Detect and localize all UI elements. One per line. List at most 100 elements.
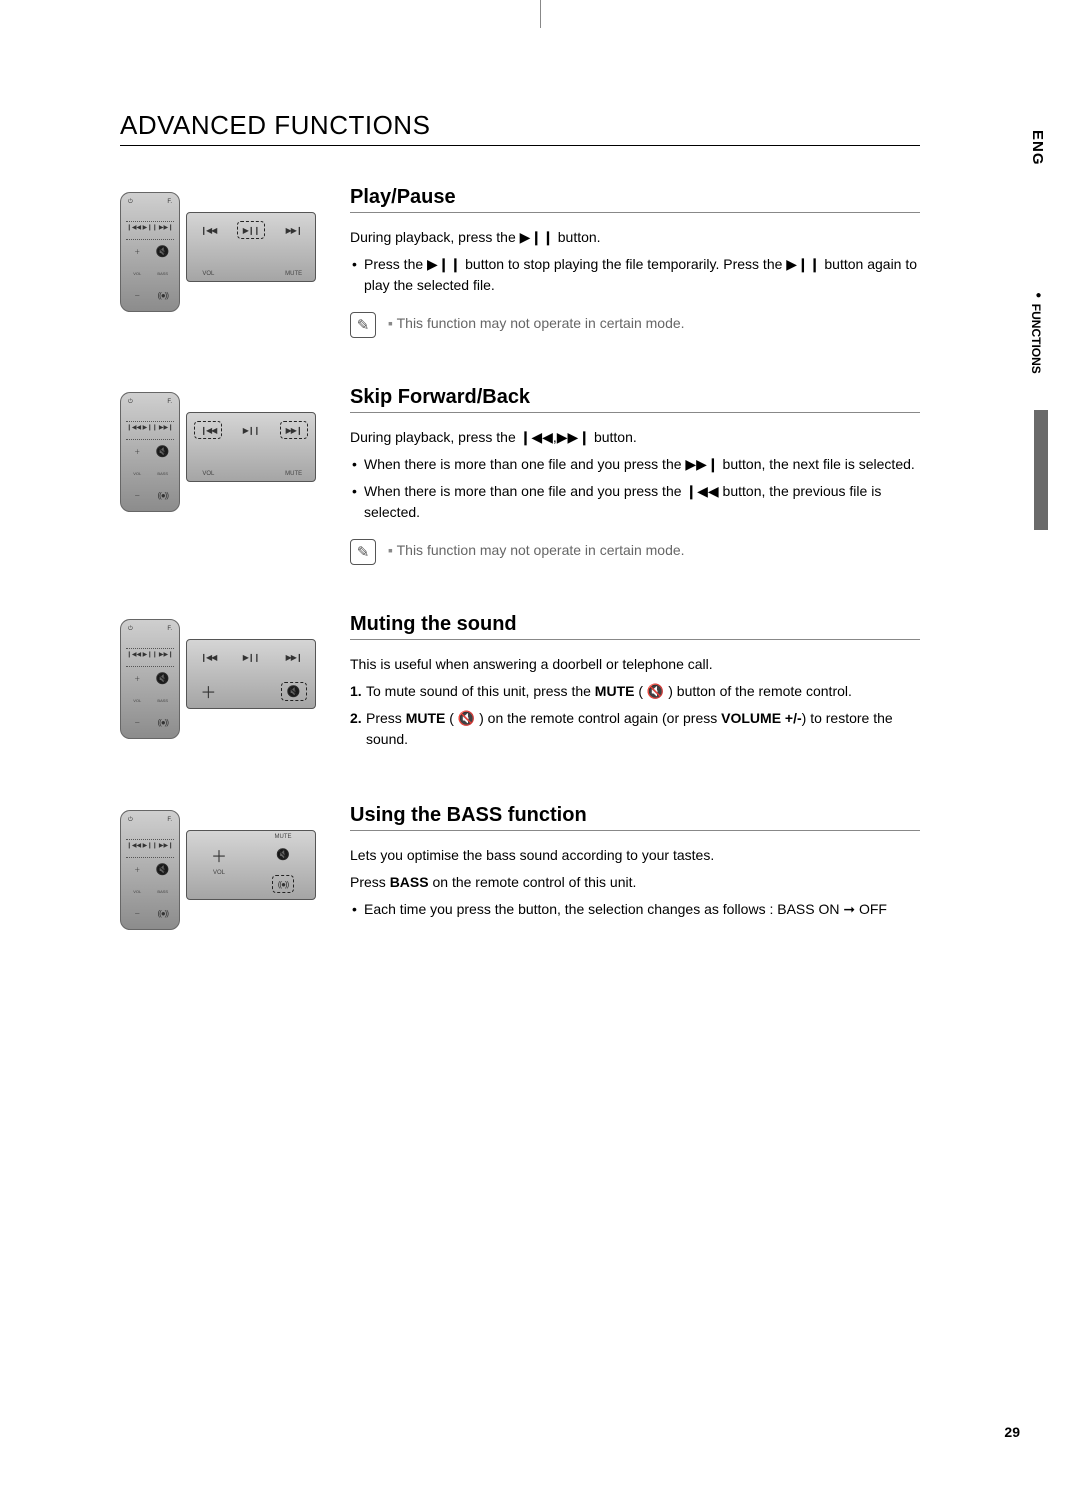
vol-label: VOL	[126, 464, 149, 483]
vol-minus: －	[126, 286, 149, 305]
play-pause-heading: Play/Pause	[350, 186, 920, 213]
remote-thumbnail: ⏻ F. ❙◀◀▶❙❙▶▶❙ ＋ VOLBASS －	[120, 192, 180, 312]
play-pause-note-text: This function may not operate in certain…	[388, 312, 685, 331]
zoom-next-icon	[286, 651, 302, 663]
mute-intro: This is useful when answering a doorbell…	[350, 654, 920, 675]
crop-mark-top	[540, 0, 541, 28]
prev-icon: ❙◀◀	[127, 651, 141, 664]
bass-icon	[152, 904, 175, 923]
zoom-vol-plus: ＋	[211, 843, 227, 867]
play-pause-note: ✎ This function may not operate in certa…	[350, 312, 920, 338]
play-pause-intro: During playback, press the ▶❙❙ button.	[350, 227, 920, 248]
function-label: F.	[167, 199, 172, 218]
remote-thumbnail: ⏻ F. ❙◀◀▶❙❙▶▶❙ ＋ VOLBASS －	[120, 810, 180, 930]
zoom-mute-label: MUTE	[285, 271, 302, 281]
prev-icon: ❙◀◀	[127, 224, 141, 237]
mute-step-1: 1.To mute sound of this unit, press the …	[350, 681, 920, 702]
side-section-label: FUNCTIONS	[1029, 290, 1044, 374]
bass-icon	[152, 286, 175, 305]
zoom-vol-plus: ＋	[200, 679, 216, 703]
vol-plus: ＋	[126, 861, 149, 880]
skip-note-text: This function may not operate in certain…	[388, 539, 685, 558]
function-label: F.	[167, 626, 172, 645]
bass-heading: Using the BASS function	[350, 804, 920, 831]
mute-icon	[152, 243, 175, 262]
remote-thumbnail: ⏻F. ❙◀◀▶❙❙▶▶❙ ＋ VOLBASS －	[120, 392, 180, 512]
bass-bullet-1: Each time you press the button, the sele…	[350, 899, 920, 920]
power-icon: ⏻	[128, 626, 133, 645]
mute-icon	[152, 670, 175, 689]
power-icon: ⏻	[128, 199, 133, 218]
zoom-play-icon	[243, 651, 260, 663]
bass-intro: Lets you optimise the bass sound accordi…	[350, 845, 920, 866]
mute-step-2: 2.Press MUTE ( 🔇 ) on the remote control…	[350, 708, 920, 750]
play-pause-bullet-1: Press the ▶❙❙ button to stop playing the…	[350, 254, 920, 296]
side-language-tab: ENG	[1029, 130, 1046, 166]
illustration-play-pause: ⏻F. ❙◀◀▶❙❙▶▶❙ ＋ VOLBASS － VOL MUTE	[120, 192, 350, 312]
function-label: F.	[167, 817, 172, 836]
illustration-mute: ⏻F. ❙◀◀▶❙❙▶▶❙ ＋ VOLBASS － ＋	[120, 619, 350, 739]
section-play-pause: ⏻F. ❙◀◀▶❙❙▶▶❙ ＋ VOLBASS － VOL MUTE Play/…	[120, 186, 920, 338]
section-skip: ⏻F. ❙◀◀▶❙❙▶▶❙ ＋ VOLBASS － VOL MUTE Skip …	[120, 386, 920, 565]
page-number: 29	[1004, 1424, 1020, 1440]
vol-label: VOL	[126, 264, 149, 283]
next-icon: ▶▶❙	[159, 651, 173, 664]
play-icon: ▶❙❙	[143, 424, 158, 437]
mute-heading: Muting the sound	[350, 613, 920, 640]
zoom-mute-icon-highlight	[281, 682, 307, 701]
vol-label: VOL	[126, 882, 149, 901]
zoom-mute-icon	[276, 848, 290, 861]
zoom-vol-label: VOL	[202, 271, 214, 281]
zoom-vol-label: VOL	[213, 870, 225, 876]
note-icon: ✎	[350, 539, 376, 565]
bass-label: BASS	[152, 264, 175, 283]
function-label: F.	[167, 399, 172, 418]
illustration-bass: ⏻F. ❙◀◀▶❙❙▶▶❙ ＋ VOLBASS － MUTE ＋ VOL	[120, 810, 350, 930]
next-icon: ▶▶❙	[159, 424, 173, 437]
next-icon: ▶▶❙	[159, 842, 173, 855]
vol-minus: －	[126, 713, 149, 732]
bass-label: BASS	[152, 464, 175, 483]
vol-minus: －	[126, 486, 149, 505]
section-mute: ⏻F. ❙◀◀▶❙❙▶▶❙ ＋ VOLBASS － ＋ Muting the s…	[120, 613, 920, 756]
skip-bullet-1: When there is more than one file and you…	[350, 454, 920, 475]
prev-icon: ❙◀◀	[127, 424, 141, 437]
zoom-next-icon	[286, 224, 302, 236]
zoom-mute-label: MUTE	[275, 831, 292, 840]
vol-plus: ＋	[126, 243, 149, 262]
zoom-panel-playpause: VOL MUTE	[186, 212, 316, 282]
note-icon: ✎	[350, 312, 376, 338]
skip-bullet-2: When there is more than one file and you…	[350, 481, 920, 523]
zoom-prev-icon	[200, 224, 216, 236]
zoom-prev-icon-highlight	[194, 421, 222, 439]
play-icon: ▶❙❙	[143, 651, 158, 664]
vol-minus: －	[126, 904, 149, 923]
skip-intro: During playback, press the ❙◀◀,▶▶❙ butto…	[350, 427, 920, 448]
bass-icon	[152, 486, 175, 505]
play-icon: ▶❙❙	[143, 842, 158, 855]
zoom-play-icon-highlight	[237, 221, 266, 239]
side-index-bar	[1034, 410, 1048, 530]
zoom-vol-label: VOL	[202, 471, 214, 481]
mute-icon	[152, 443, 175, 462]
zoom-panel-mute: ＋	[186, 639, 316, 709]
mute-icon	[152, 861, 175, 880]
bass-icon	[152, 713, 175, 732]
zoom-prev-icon	[200, 651, 216, 663]
next-icon: ▶▶❙	[159, 224, 173, 237]
zoom-mute-label: MUTE	[285, 471, 302, 481]
skip-note: ✎ This function may not operate in certa…	[350, 539, 920, 565]
vol-label: VOL	[126, 691, 149, 710]
power-icon: ⏻	[128, 399, 133, 418]
bass-label: BASS	[152, 882, 175, 901]
zoom-panel-bass: MUTE ＋ VOL	[186, 830, 316, 900]
power-icon: ⏻	[128, 817, 133, 836]
zoom-play-icon	[243, 424, 260, 436]
zoom-bass-icon-highlight	[272, 875, 295, 893]
remote-thumbnail: ⏻F. ❙◀◀▶❙❙▶▶❙ ＋ VOLBASS －	[120, 619, 180, 739]
skip-heading: Skip Forward/Back	[350, 386, 920, 413]
page-title: ADVANCED FUNCTIONS	[120, 110, 920, 146]
vol-plus: ＋	[126, 670, 149, 689]
play-icon: ▶❙❙	[143, 224, 158, 237]
prev-icon: ❙◀◀	[127, 842, 141, 855]
